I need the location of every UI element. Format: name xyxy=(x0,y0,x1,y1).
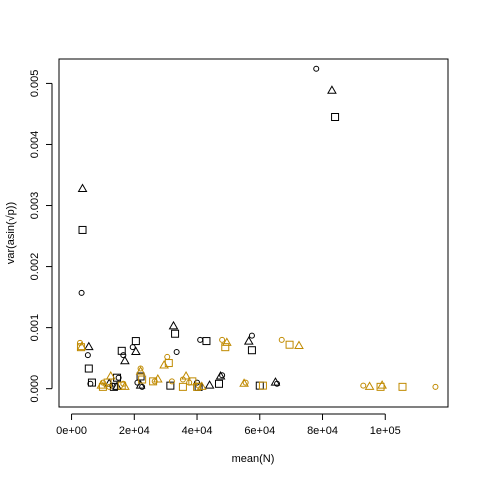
data-point-triangle xyxy=(364,381,375,390)
y-axis: 0.000 0.001 0.002 0.003 0.004 0.005 xyxy=(29,70,53,403)
data-point-triangle xyxy=(204,380,215,389)
data-point-circle xyxy=(219,336,226,343)
data-point-triangle xyxy=(152,374,163,383)
x-tick-label: 2e+04 xyxy=(119,425,150,437)
data-point-square xyxy=(117,381,126,390)
y-tick-label: 0.001 xyxy=(29,314,41,342)
data-point-square xyxy=(109,382,118,391)
x-tick-label: 8e+04 xyxy=(307,425,338,437)
data-point-circle xyxy=(242,379,249,386)
data-point-square xyxy=(84,364,93,373)
data-point-circle xyxy=(278,336,285,343)
data-point-circle xyxy=(137,365,144,372)
data-point-square xyxy=(285,340,294,349)
data-point-circle xyxy=(432,383,439,390)
data-point-square xyxy=(376,382,385,391)
y-tick-label: 0.005 xyxy=(29,70,41,98)
data-point-circle xyxy=(219,372,226,379)
x-axis: 0e+00 2e+04 4e+04 6e+04 8e+04 1e+05 xyxy=(56,413,401,437)
data-point-triangle xyxy=(130,346,141,356)
data-point-square xyxy=(87,378,96,387)
data-point-circle xyxy=(168,378,175,385)
data-point-circle xyxy=(360,382,367,389)
data-point-triangle xyxy=(327,85,337,94)
y-tick-label: 0.003 xyxy=(29,192,41,220)
data-point-triangle xyxy=(135,366,146,375)
data-point-triangle xyxy=(181,370,191,380)
data-point-triangle xyxy=(77,183,88,193)
data-point-square xyxy=(247,346,256,355)
data-point-square xyxy=(171,329,180,338)
data-point-triangle xyxy=(270,377,281,386)
data-point-square xyxy=(103,378,112,387)
x-tick-label: 1e+05 xyxy=(370,425,401,437)
data-point-square xyxy=(138,375,147,384)
data-point-square xyxy=(166,381,175,390)
data-point-circle xyxy=(248,332,255,339)
data-point-square xyxy=(193,382,202,391)
data-point-square xyxy=(331,113,340,121)
data-point-triangle xyxy=(294,340,304,349)
data-point-circle xyxy=(313,65,320,72)
data-point-square xyxy=(398,382,407,391)
data-point-triangle xyxy=(159,359,169,369)
x-tick-label: 6e+04 xyxy=(244,425,275,437)
y-tick-label: 0.002 xyxy=(29,253,41,281)
data-point-square xyxy=(202,337,211,346)
data-point-square xyxy=(117,346,126,355)
data-point-square xyxy=(98,382,107,391)
data-point-circle xyxy=(197,336,204,343)
data-point-square xyxy=(221,343,230,352)
plot-area-frame xyxy=(58,58,449,408)
data-point-circle xyxy=(115,374,122,381)
data-point-circle xyxy=(84,352,91,359)
y-axis-title: var(asin(√p)) xyxy=(5,202,17,264)
data-point-circle xyxy=(164,353,171,360)
data-point-square xyxy=(78,225,87,234)
data-point-triangle xyxy=(135,380,146,389)
data-points xyxy=(76,65,439,391)
data-point-square xyxy=(258,381,267,390)
x-tick-label: 0e+00 xyxy=(56,425,87,437)
data-point-square xyxy=(178,382,187,391)
data-point-triangle xyxy=(239,378,249,387)
data-point-square xyxy=(188,377,197,386)
data-point-square xyxy=(131,337,140,346)
x-tick-label: 4e+04 xyxy=(182,425,213,437)
data-point-triangle xyxy=(76,341,87,351)
data-point-circle xyxy=(151,378,158,385)
data-point-circle xyxy=(120,352,127,359)
data-point-triangle xyxy=(243,336,254,345)
data-point-circle xyxy=(129,344,136,351)
data-point-circle xyxy=(173,349,180,356)
data-point-circle xyxy=(78,289,85,296)
data-point-square xyxy=(149,377,158,386)
y-tick-label: 0.000 xyxy=(29,375,41,403)
y-tick-label: 0.004 xyxy=(29,131,41,159)
data-point-triangle xyxy=(120,355,130,365)
data-point-triangle xyxy=(221,337,232,346)
data-point-square xyxy=(164,359,173,368)
data-point-circle xyxy=(194,379,201,386)
data-point-triangle xyxy=(168,320,179,330)
x-axis-title: mean(N) xyxy=(232,453,275,465)
data-point-triangle xyxy=(196,381,207,390)
data-point-square xyxy=(76,343,85,352)
data-point-triangle xyxy=(83,341,94,351)
data-point-triangle xyxy=(215,370,226,380)
data-point-square xyxy=(214,379,223,388)
data-point-triangle xyxy=(377,380,387,389)
